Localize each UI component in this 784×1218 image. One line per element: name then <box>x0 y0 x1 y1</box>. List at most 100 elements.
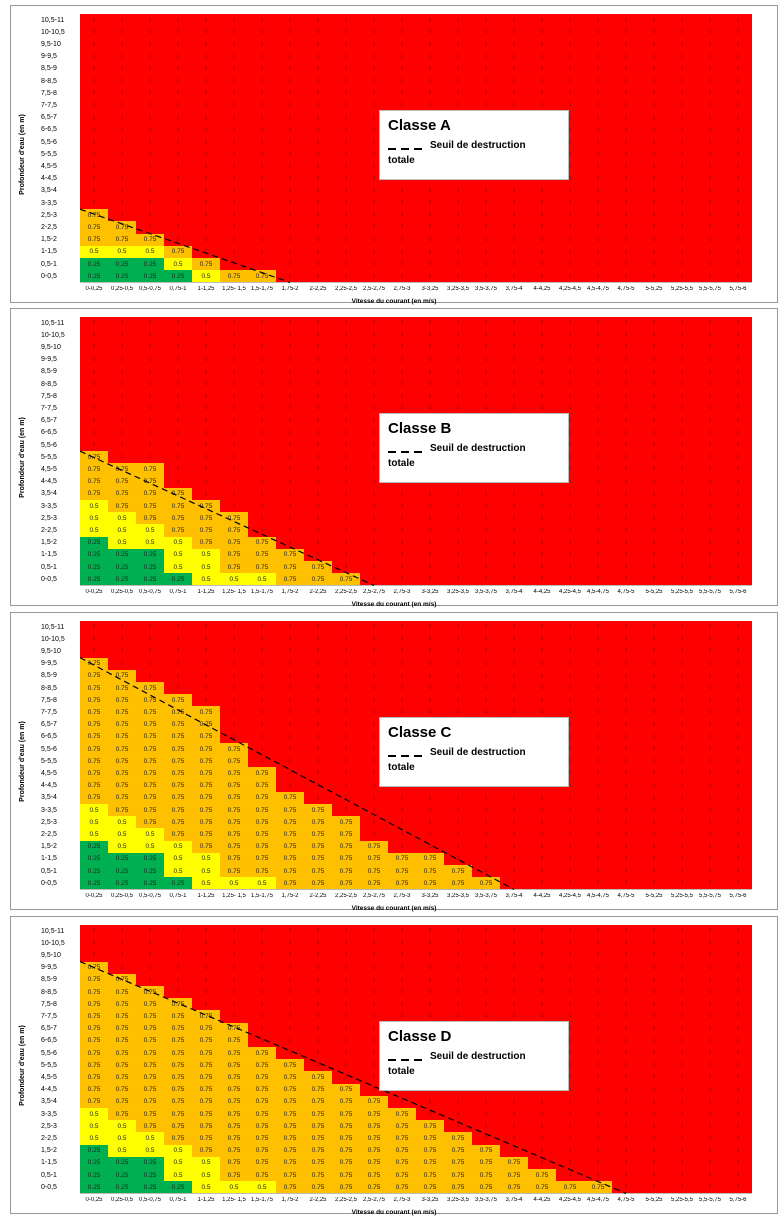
heatmap-cell: 0.75 <box>164 512 192 525</box>
heatmap-cell: 1 <box>304 341 332 354</box>
heatmap-cell: 1 <box>276 414 304 427</box>
heatmap-cell: 1 <box>528 573 556 586</box>
heatmap-cell: 1 <box>304 949 332 962</box>
heatmap-cell: 0.75 <box>80 1034 108 1047</box>
heatmap-cell: 1 <box>332 561 360 574</box>
heatmap-cell: 1 <box>472 365 500 378</box>
heatmap-cell: 1 <box>612 463 640 476</box>
y-tick-label: 9,5-10 <box>41 951 61 959</box>
heatmap-cell: 1 <box>164 961 192 974</box>
x-tick-label: 1,5-1,75 <box>250 1197 274 1204</box>
heatmap-cell: 1 <box>332 1071 360 1084</box>
y-tick-label: 5-5,5 <box>41 150 57 158</box>
heatmap-cell: 0.75 <box>164 1083 192 1096</box>
y-tick-label: 4-4,5 <box>41 478 57 486</box>
heatmap-cell: 0.75 <box>360 852 388 865</box>
heatmap-cell: 1 <box>584 1108 612 1121</box>
y-tick-label: 9,5-10 <box>41 343 61 351</box>
heatmap-cell: 0.5 <box>108 840 136 853</box>
heatmap-cell: 1 <box>248 682 276 695</box>
heatmap-cell: 1 <box>108 621 136 634</box>
heatmap-cell: 1 <box>220 123 248 136</box>
heatmap-cell: 1 <box>584 365 612 378</box>
heatmap-cell: 1 <box>724 706 752 719</box>
heatmap-cell: 0.75 <box>80 657 108 670</box>
heatmap-cell: 1 <box>724 87 752 100</box>
legend-dash-swatch <box>388 755 424 757</box>
heatmap-cell: 1 <box>248 998 276 1011</box>
heatmap-cell: 1 <box>584 451 612 464</box>
heatmap-cell: 1 <box>640 1047 668 1060</box>
heatmap-cell: 1 <box>668 487 696 500</box>
heatmap-cell: 1 <box>640 573 668 586</box>
heatmap-cell: 1 <box>528 633 556 646</box>
heatmap-cell: 1 <box>276 451 304 464</box>
heatmap-cell: 1 <box>640 1059 668 1072</box>
heatmap-cell: 1 <box>612 487 640 500</box>
heatmap-cell: 1 <box>388 512 416 525</box>
heatmap-cell: 1 <box>220 258 248 271</box>
y-tick-label: 5-5,5 <box>41 757 57 765</box>
legend-label: Seuil de destruction <box>430 140 526 151</box>
heatmap-cell: 1 <box>220 38 248 51</box>
heatmap-cell: 1 <box>696 245 724 258</box>
heatmap-cell: 1 <box>248 160 276 173</box>
heatmap-cell: 0.75 <box>332 1144 360 1157</box>
heatmap-cell: 1 <box>332 548 360 561</box>
heatmap-cell: 1 <box>612 791 640 804</box>
heatmap-cell: 0.75 <box>248 1120 276 1133</box>
heatmap-cell: 1 <box>500 99 528 112</box>
heatmap-cell: 1 <box>136 160 164 173</box>
heatmap-cell: 1 <box>612 536 640 549</box>
heatmap-cell: 1 <box>472 852 500 865</box>
heatmap-cell: 1 <box>696 500 724 513</box>
heatmap-cell: 1 <box>696 1181 724 1194</box>
heatmap-cell: 1 <box>612 148 640 161</box>
heatmap-cell: 1 <box>444 524 472 537</box>
heatmap-cell: 1 <box>724 986 752 999</box>
heatmap-cell: 1 <box>556 1144 584 1157</box>
heatmap-cell: 0.75 <box>164 500 192 513</box>
heatmap-cell: 0.75 <box>332 1156 360 1169</box>
heatmap-cell: 1 <box>248 365 276 378</box>
heatmap-cell: 0.5 <box>164 840 192 853</box>
heatmap-cell: 0.75 <box>304 865 332 878</box>
heatmap-cell: 1 <box>696 1169 724 1182</box>
heatmap-cell: 1 <box>416 500 444 513</box>
heatmap-cell: 1 <box>220 463 248 476</box>
heatmap-cell: 1 <box>416 621 444 634</box>
heatmap-cell: 1 <box>276 50 304 63</box>
legend-label-continued: totale <box>388 155 415 166</box>
heatmap-cell: 0.75 <box>136 1083 164 1096</box>
heatmap-cell: 0.75 <box>164 791 192 804</box>
heatmap-cell: 0.75 <box>192 791 220 804</box>
heatmap-cell: 1 <box>192 669 220 682</box>
heatmap-cell: 1 <box>276 633 304 646</box>
heatmap-cell: 1 <box>612 500 640 513</box>
heatmap-cell: 0.75 <box>164 718 192 731</box>
heatmap-cell: 1 <box>388 816 416 829</box>
heatmap-cell: 1 <box>696 463 724 476</box>
heatmap-cell: 1 <box>444 233 472 246</box>
heatmap-cell: 1 <box>276 645 304 658</box>
heatmap-cell: 1 <box>416 209 444 222</box>
heatmap-cell: 1 <box>360 390 388 403</box>
heatmap-cell: 1 <box>500 365 528 378</box>
heatmap-cell: 1 <box>668 500 696 513</box>
heatmap-cell: 1 <box>332 136 360 149</box>
heatmap-cell: 1 <box>388 75 416 88</box>
heatmap-cell: 1 <box>136 378 164 391</box>
heatmap-cell: 1 <box>584 270 612 283</box>
heatmap-cell: 1 <box>304 682 332 695</box>
heatmap-cell: 1 <box>136 75 164 88</box>
heatmap-cell: 0.75 <box>108 706 136 719</box>
heatmap-cell: 1 <box>584 38 612 51</box>
heatmap-cell: 1 <box>584 804 612 817</box>
heatmap-cell: 1 <box>360 548 388 561</box>
heatmap-cell: 1 <box>360 197 388 210</box>
heatmap-cell: 1 <box>136 87 164 100</box>
heatmap-cell: 0.75 <box>444 865 472 878</box>
heatmap-cell: 0.75 <box>80 463 108 476</box>
heatmap-cell: 1 <box>528 221 556 234</box>
heatmap-cell: 1 <box>220 1010 248 1023</box>
